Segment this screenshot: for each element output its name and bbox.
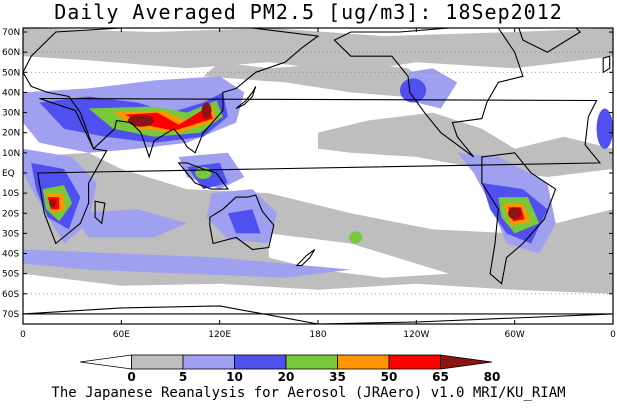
pm25-band-5-10-arctic [23,28,613,73]
longitude-axis: 0 60E 120E 180 120W 60W 0 [20,28,616,340]
coastline-australia [209,194,275,251]
lon-label: 180 [309,330,326,340]
lon-label: 120E [208,330,231,340]
colorbar-tick-label: 65 [432,370,449,384]
coastline-antarctica [23,305,613,324]
colorbar-tick-label: 50 [381,370,398,384]
colorbar-swatch [285,354,338,370]
pm25-band-10-20-indian-ocean [72,209,187,238]
pm25-band-80-plus-africa [49,199,56,208]
lat-label: 30S [2,229,19,239]
colorbar-tick-label: 80 [484,370,501,384]
colorbar-swatch [234,354,287,370]
colorbar-swatch [388,354,441,370]
lat-label: EQ [2,169,15,179]
colorbar-swatch [182,354,235,370]
credit-line: The Japanese Reanalysis for Aerosol (JRA… [51,385,566,401]
colorbar-swatch [337,354,390,370]
pm25-band-80-plus-india [127,114,155,127]
colorbar-tick-label: 5 [179,370,187,384]
lat-label: 60S [2,290,19,300]
pm25-band-20-35-california [399,78,427,103]
pm25-band-0-5-gap [326,162,466,214]
lat-label: 40N [2,88,20,98]
coastline-greenland [518,28,582,53]
lat-label: 60N [2,48,20,58]
lat-label: 30N [2,109,20,119]
coastline-north-america [333,28,524,158]
lat-label: 70N [2,28,20,38]
lon-label: 0 [20,330,26,340]
colorbar-tick-label: 35 [329,370,346,384]
coastline-uk [602,55,611,74]
latitude-axis: 70N 60N 50N 40N 30N 20N 10N EQ 10S 20S 30S 40S 50S 60… [2,28,613,320]
lat-label: 10N [2,149,20,159]
lon-label: 120W [403,330,429,340]
colorbar-tick-label: 10 [226,370,243,384]
colorbar-tick-label: 20 [278,370,295,384]
map-title: Daily Averaged PM2.5 [ug/m3]: 18Sep2012 [54,0,563,24]
coastline-japan [235,86,257,109]
lat-label: 50S [2,270,19,280]
lat-label: 10S [2,189,19,199]
pm25-band-80-plus-brazil [508,207,522,220]
coastline-layer [23,28,613,324]
coastline-new-zealand [295,249,316,267]
coastline-south-america [481,152,557,285]
lat-label: 20N [2,129,20,139]
pm25-band-10-20-south-ocean [23,249,351,278]
colorbar-upper-arrow [440,354,493,370]
lat-label: 20S [2,209,19,219]
map-frame-group: 70N 60N 50N 40N 30N 20N 10N EQ 10S 20S 30S 40S 50S 60… [2,27,616,340]
colorbar-lower-arrow [79,354,132,370]
coastline-eurasia [23,28,320,159]
lon-label: 0 [610,330,616,340]
pm25-band-5-10-tropic [318,112,613,177]
lat-label: 40S [2,250,19,260]
lon-label: 60W [504,330,524,340]
pm25-band-20-35-australia [227,209,261,234]
lat-label: 50N [2,68,20,78]
coastline-africa [37,97,602,245]
pm25-band-80-plus-china [201,102,212,119]
lat-label: 70S [2,310,19,320]
coastline-maritime [177,162,229,190]
coastline-madagascar [94,200,106,225]
colorbar: 0 5 10 20 35 50 65 80 [79,354,501,384]
pm25-band-0-5-gap [514,68,597,93]
colorbar-swatch [131,354,184,370]
pm25-band-35-50-pacific [349,231,363,244]
lon-label: 60E [113,330,130,340]
colorbar-tick-label: 0 [127,370,135,384]
pm25-band-20-35-west-africa [596,108,613,149]
